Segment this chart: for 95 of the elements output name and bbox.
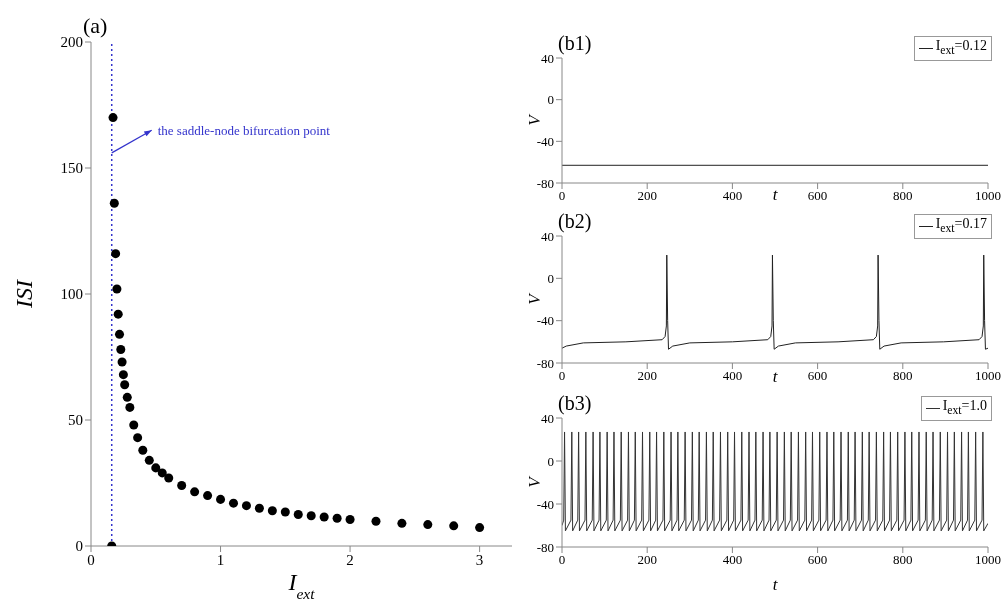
y-tick-label: 0 xyxy=(75,538,83,555)
y-tick-label: 0 xyxy=(547,92,554,108)
legend-label: I$_{ext}$=1.0 xyxy=(942,397,987,419)
point xyxy=(113,309,123,319)
y-tick-label: -40 xyxy=(536,313,554,329)
y-tick-label: 200 xyxy=(60,34,83,51)
x-tick-label: 400 xyxy=(722,188,743,204)
x-tick-label: 800 xyxy=(893,368,913,384)
x-tick-label: 200 xyxy=(637,552,657,568)
legend-label: I$_{ext}$=0.12 xyxy=(935,37,987,59)
y-tick-label: 40 xyxy=(541,410,554,426)
x-tick-label: 0 xyxy=(558,552,566,568)
x-tick-label: 400 xyxy=(722,368,743,384)
point xyxy=(423,520,433,530)
x-tick-label: 2 xyxy=(346,551,354,568)
chart-title: (b1) xyxy=(558,32,592,54)
x-tick-label: 0 xyxy=(558,188,566,204)
y-tick-label: 100 xyxy=(60,286,83,303)
point xyxy=(241,501,251,511)
point xyxy=(190,487,200,497)
point xyxy=(125,402,135,412)
y-axis-title: V xyxy=(525,474,544,488)
x-tick-label: 200 xyxy=(637,188,657,204)
x-tick-label: 1000 xyxy=(975,188,1001,204)
line-series xyxy=(562,254,988,350)
y-tick-label: -80 xyxy=(536,175,554,191)
x-tick-label: 600 xyxy=(807,552,828,568)
point xyxy=(133,433,143,443)
point xyxy=(293,509,303,520)
point xyxy=(177,481,187,491)
x-tick-label: 600 xyxy=(807,368,828,384)
chart-title: (a) xyxy=(83,13,108,39)
point xyxy=(371,516,381,526)
point xyxy=(475,523,485,533)
y-tick-label: -80 xyxy=(536,539,554,555)
point xyxy=(138,445,148,455)
y-tick-label: 0 xyxy=(547,453,554,469)
x-tick-label: 1 xyxy=(216,551,225,568)
point xyxy=(117,357,127,367)
x-tick-label: 400 xyxy=(722,552,743,568)
point xyxy=(397,518,407,528)
legend-label: I$_{ext}$=0.17 xyxy=(935,215,987,237)
point xyxy=(120,380,130,390)
point xyxy=(111,249,121,259)
y-tick-label: 40 xyxy=(541,50,554,66)
point xyxy=(306,511,316,521)
point xyxy=(164,473,174,483)
x-axis-title: t xyxy=(772,575,779,594)
ref-line-label: the saddle-node bifurcation point xyxy=(157,123,331,139)
point xyxy=(108,113,118,123)
point xyxy=(151,463,161,473)
x-tick-label: 600 xyxy=(807,188,828,204)
point xyxy=(122,392,132,402)
point xyxy=(319,512,329,522)
y-tick-label: -40 xyxy=(536,496,554,512)
point xyxy=(228,498,239,508)
point xyxy=(254,503,264,513)
y-axis-title: V xyxy=(525,291,544,305)
x-tick-label: 1000 xyxy=(975,368,1001,384)
point xyxy=(280,507,290,517)
point xyxy=(157,468,167,478)
y-tick-label: 0 xyxy=(547,270,554,286)
point xyxy=(114,329,125,339)
point xyxy=(118,370,128,380)
x-axis-title: t xyxy=(772,367,779,386)
point xyxy=(112,284,122,294)
x-tick-label: 1000 xyxy=(975,552,1001,568)
point xyxy=(267,506,277,516)
chart-title: (b3) xyxy=(558,392,592,414)
y-tick-label: 50 xyxy=(68,412,83,429)
point xyxy=(216,494,226,504)
point xyxy=(332,513,342,523)
line-series xyxy=(562,431,988,532)
point xyxy=(144,455,154,465)
x-tick-label: 3 xyxy=(475,551,484,568)
x-tick-label: 0 xyxy=(87,551,95,568)
x-tick-label: 800 xyxy=(893,188,913,204)
chart-title: (b2) xyxy=(558,210,592,232)
x-tick-label: 0 xyxy=(558,368,566,384)
point xyxy=(449,521,459,531)
point xyxy=(109,198,119,208)
y-tick-label: 40 xyxy=(541,228,554,244)
y-axis-title: V xyxy=(525,112,544,126)
y-tick-label: -40 xyxy=(536,133,554,149)
point xyxy=(345,515,355,525)
x-axis-title: t xyxy=(772,185,779,204)
x-axis-title: I$_{ext}$ xyxy=(287,569,316,602)
point xyxy=(129,420,139,430)
point xyxy=(203,491,213,501)
y-tick-label: 150 xyxy=(60,160,83,177)
y-tick-label: -80 xyxy=(536,355,554,371)
y-axis-title: ISI xyxy=(11,279,37,309)
point xyxy=(116,344,126,354)
x-tick-label: 800 xyxy=(893,552,913,568)
x-tick-label: 200 xyxy=(637,368,657,384)
